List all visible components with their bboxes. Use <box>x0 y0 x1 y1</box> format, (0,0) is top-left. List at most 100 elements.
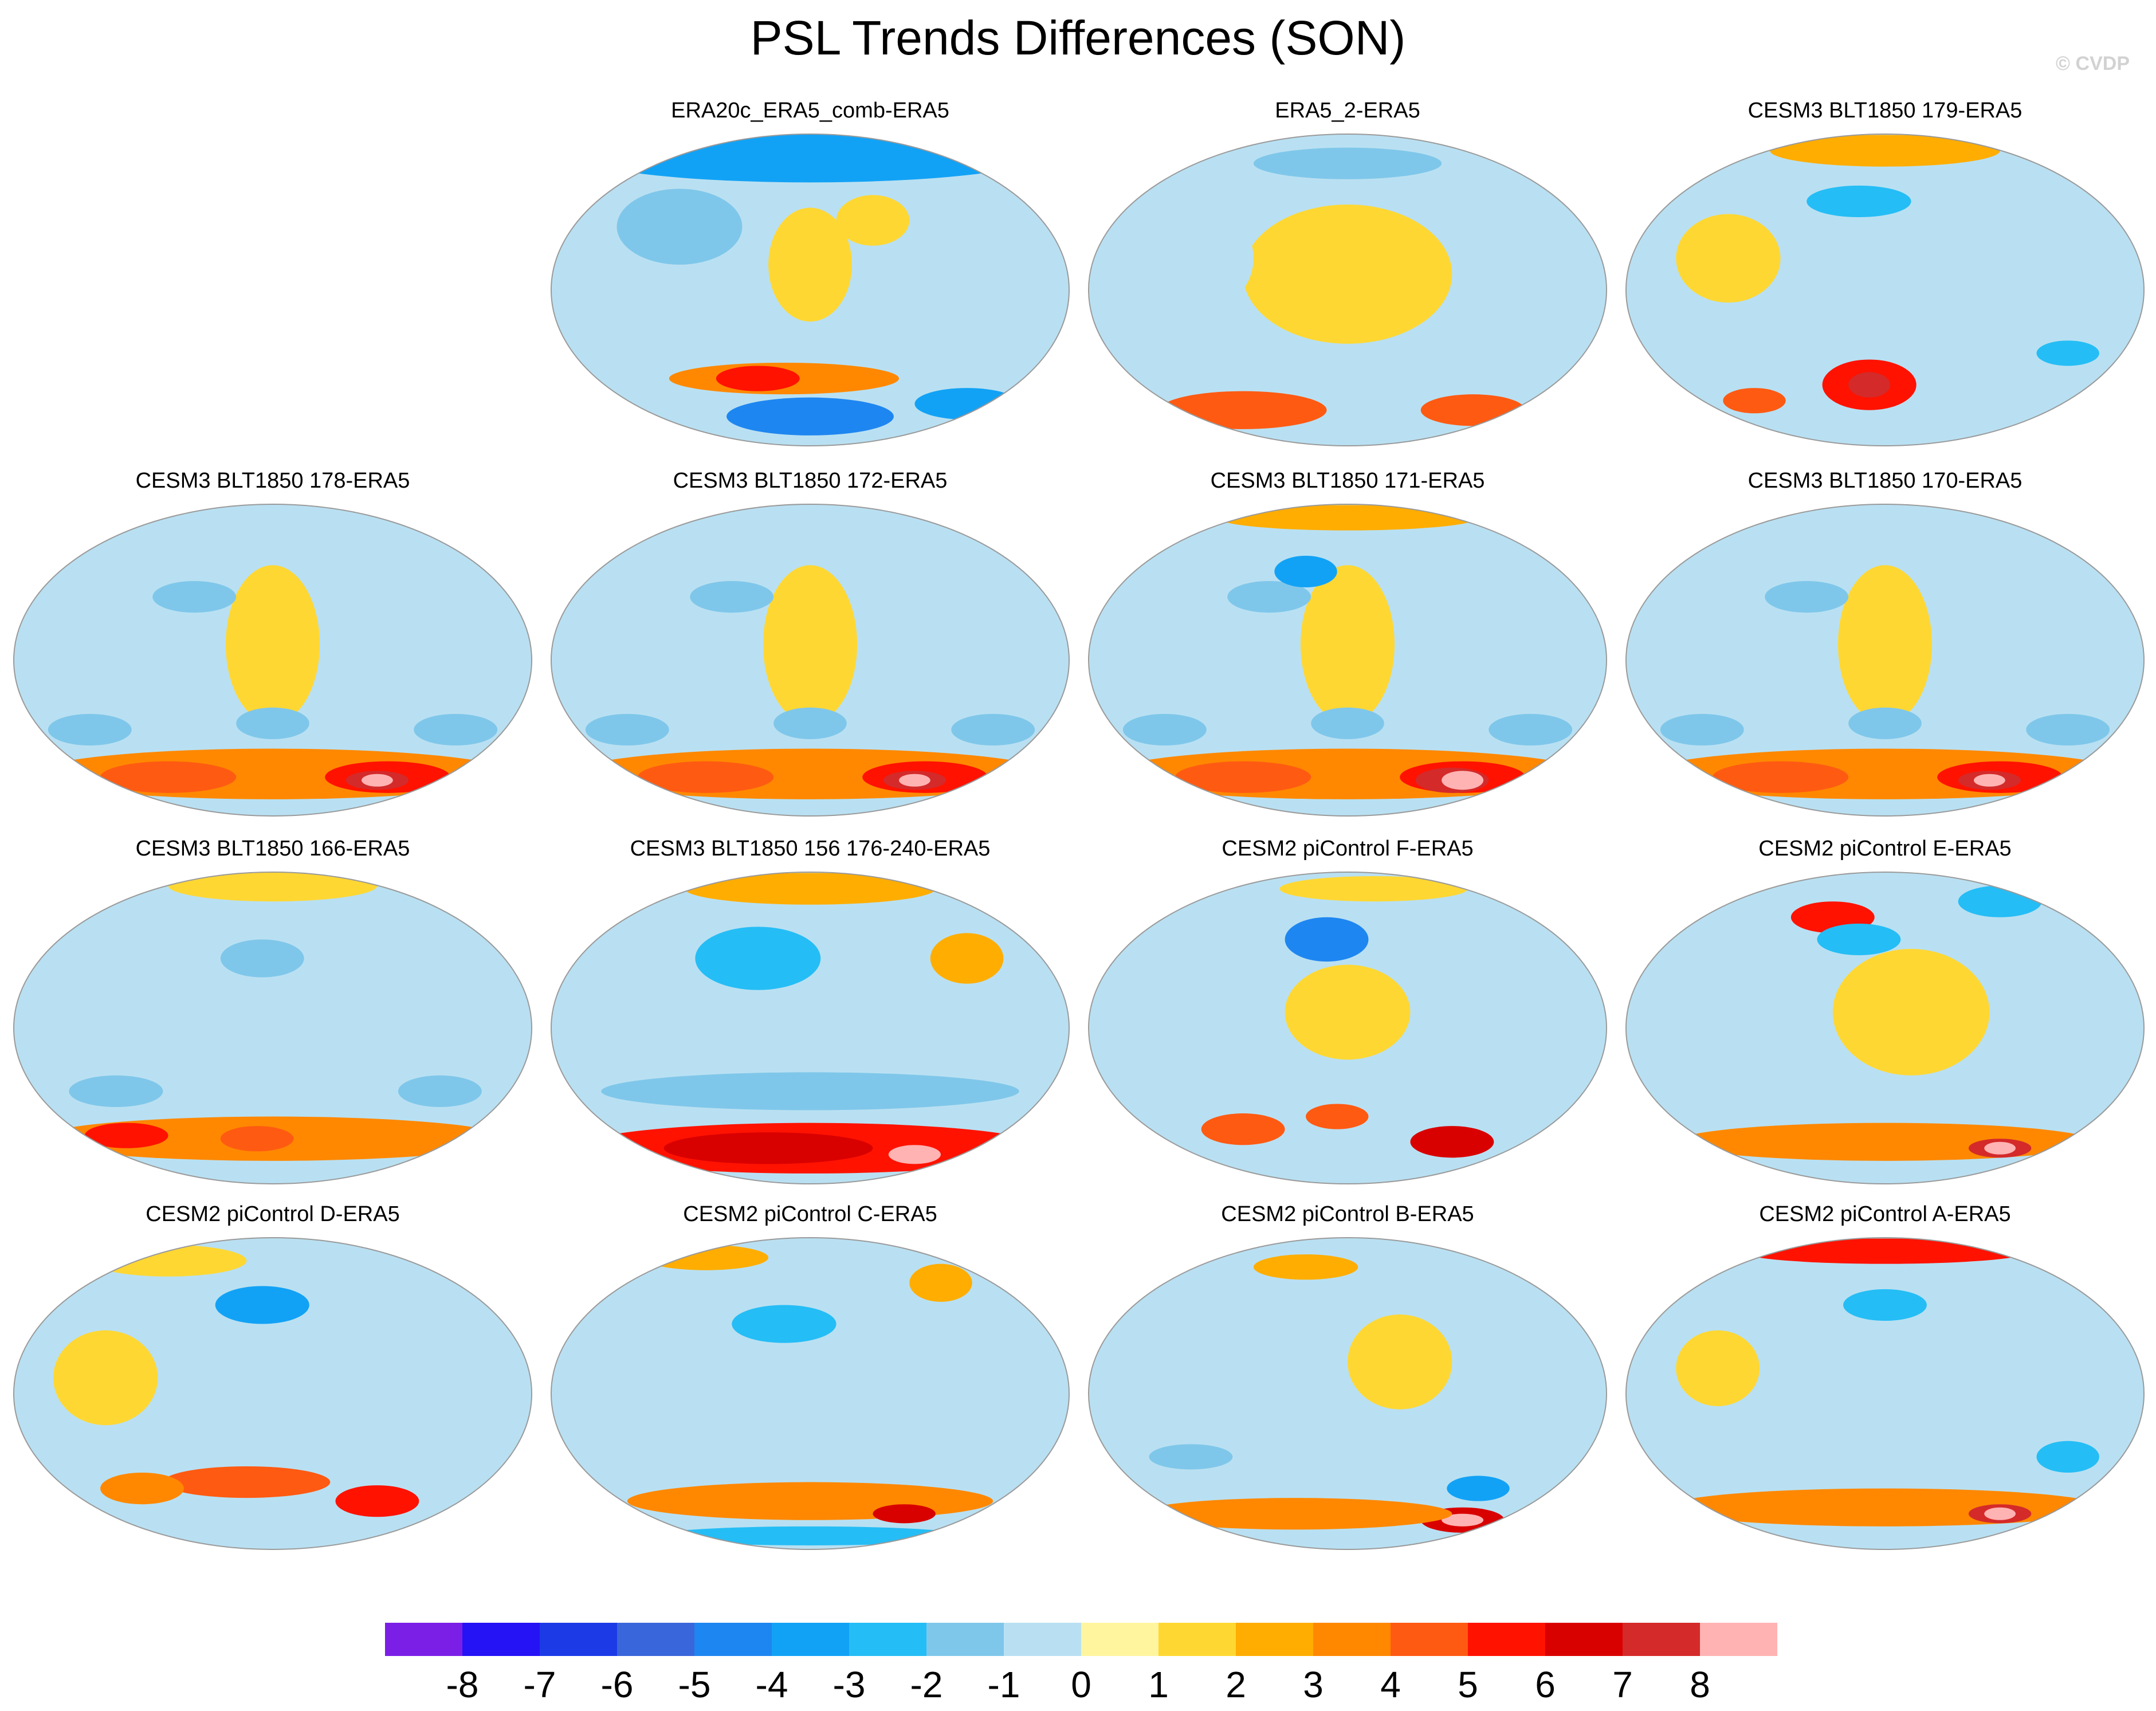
map-panel: CESM2 piControl F-ERA5 <box>1086 837 1609 1186</box>
anomaly-contour <box>236 707 309 739</box>
anomaly-contour <box>616 189 743 265</box>
anomaly-contour <box>100 1473 184 1505</box>
robinson-map <box>1088 872 1607 1184</box>
map-panel: CESM2 piControl D-ERA5 <box>11 1202 534 1552</box>
anomaly-contour <box>627 1482 993 1520</box>
robinson-map <box>1088 134 1607 446</box>
robinson-map <box>1625 504 2145 817</box>
anomaly-contour <box>168 872 378 902</box>
anomaly-contour <box>951 713 1035 746</box>
robinson-map <box>13 872 532 1184</box>
anomaly-contour <box>1974 774 2005 787</box>
anomaly-contour <box>585 713 669 746</box>
colorbar-tick-label: 2 <box>1226 1664 1246 1705</box>
anomaly-contour <box>685 873 936 905</box>
cvdp-watermark: © CVDP <box>2056 53 2130 74</box>
colorbar-cell <box>462 1623 540 1656</box>
robinson-map <box>551 1237 1070 1550</box>
colorbar-tick-label: 3 <box>1303 1664 1324 1705</box>
colorbar-cell <box>1236 1623 1313 1656</box>
colorbar-cell <box>540 1623 617 1656</box>
anomaly-contour <box>1122 713 1207 746</box>
panel-title: CESM2 piControl E-ERA5 <box>1758 837 2012 861</box>
anomaly-contour <box>1442 771 1484 790</box>
anomaly-contour <box>69 1075 163 1107</box>
panel-title: CESM3 BLT1850 170-ERA5 <box>1747 469 2023 493</box>
map-panel: CESM3 BLT1850 156 176-240-ERA5 <box>549 837 1071 1186</box>
anomaly-contour <box>1227 581 1311 613</box>
colorbar-cell <box>926 1623 1004 1656</box>
map-outline <box>551 134 1070 446</box>
anomaly-contour <box>773 707 847 739</box>
anomaly-contour <box>1958 885 2042 917</box>
anomaly-contour <box>1175 761 1311 793</box>
colorbar-tick-label: -3 <box>833 1664 866 1705</box>
panel-title: CESM2 piControl A-ERA5 <box>1759 1202 2011 1226</box>
anomaly-contour <box>1765 581 1849 613</box>
anomaly-contour <box>1738 1238 2032 1264</box>
map-outline <box>1625 504 2145 817</box>
map-panel: CESM3 BLT1850 170-ERA5 <box>1624 469 2146 818</box>
map-panel: CESM3 BLT1850 178-ERA5 <box>11 469 534 818</box>
anomaly-contour <box>1420 394 1526 426</box>
panel-title: CESM2 piControl C-ERA5 <box>683 1202 937 1226</box>
robinson-map <box>13 1237 532 1550</box>
colorbar-cell <box>772 1623 849 1656</box>
panel-title: ERA5_2-ERA5 <box>1275 99 1420 123</box>
colorbar-cell <box>1313 1623 1391 1656</box>
anomaly-contour <box>1723 388 1786 414</box>
colorbar-tick-label: 8 <box>1690 1664 1710 1705</box>
anomaly-contour <box>1832 949 1990 1076</box>
anomaly-contour <box>1159 391 1327 429</box>
colorbar-cell <box>1468 1623 1545 1656</box>
robinson-map <box>13 504 532 817</box>
map-panel: ERA5_2-ERA5 <box>1086 99 1609 448</box>
anomaly-contour <box>1676 1330 1760 1407</box>
anomaly-contour <box>909 1263 972 1302</box>
anomaly-contour <box>2026 713 2110 746</box>
anomaly-contour <box>899 774 930 787</box>
map-panel: CESM3 BLT1850 166-ERA5 <box>11 837 534 1186</box>
anomaly-contour <box>653 1526 967 1545</box>
colorbar-tick-label: 6 <box>1535 1664 1556 1705</box>
robinson-map <box>1088 504 1607 817</box>
anomaly-contour <box>1274 555 1337 588</box>
robinson-map <box>551 872 1070 1184</box>
robinson-map <box>1625 872 2145 1184</box>
anomaly-contour <box>1300 565 1395 724</box>
anomaly-contour <box>1676 214 1781 303</box>
colorbar-tick-label: 7 <box>1612 1664 1633 1705</box>
map-outline <box>13 872 532 1184</box>
map-panel: CESM2 piControl B-ERA5 <box>1086 1202 1609 1552</box>
anomaly-contour <box>690 581 774 613</box>
panel-title: CESM2 piControl B-ERA5 <box>1221 1202 1474 1226</box>
map-outline <box>551 872 1070 1184</box>
colorbar-tick-label: 0 <box>1071 1664 1091 1705</box>
map-background <box>1089 1238 1607 1549</box>
anomaly-contour <box>1201 1113 1285 1145</box>
anomaly-contour <box>398 1075 482 1107</box>
panel-title: CESM3 BLT1850 178-ERA5 <box>135 469 410 493</box>
anomaly-contour <box>888 1145 941 1164</box>
robinson-map <box>1088 1237 1607 1550</box>
anomaly-contour <box>1279 876 1468 902</box>
anomaly-contour <box>1306 1104 1369 1129</box>
panel-title: CESM2 piControl F-ERA5 <box>1222 837 1474 861</box>
colorbar-cell <box>1391 1623 1468 1656</box>
anomaly-contour <box>152 581 237 613</box>
colorbar-tick-label: 5 <box>1458 1664 1478 1705</box>
colorbar-tick-label: -7 <box>524 1664 556 1705</box>
map-outline <box>13 504 532 817</box>
anomaly-contour <box>220 1126 294 1152</box>
map-outline <box>1088 504 1607 817</box>
anomaly-contour <box>100 761 237 793</box>
colorbar-tick-label: -6 <box>601 1664 634 1705</box>
colorbar-cell <box>1081 1623 1158 1656</box>
map-panel: ERA20c_ERA5_comb-ERA5 <box>549 99 1071 448</box>
anomaly-contour <box>414 713 498 746</box>
panel-title: CESM3 BLT1850 171-ERA5 <box>1210 469 1485 493</box>
map-panel: CESM3 BLT1850 171-ERA5 <box>1086 469 1609 818</box>
anomaly-contour <box>1138 1498 1452 1530</box>
anomaly-contour <box>2036 340 2099 366</box>
